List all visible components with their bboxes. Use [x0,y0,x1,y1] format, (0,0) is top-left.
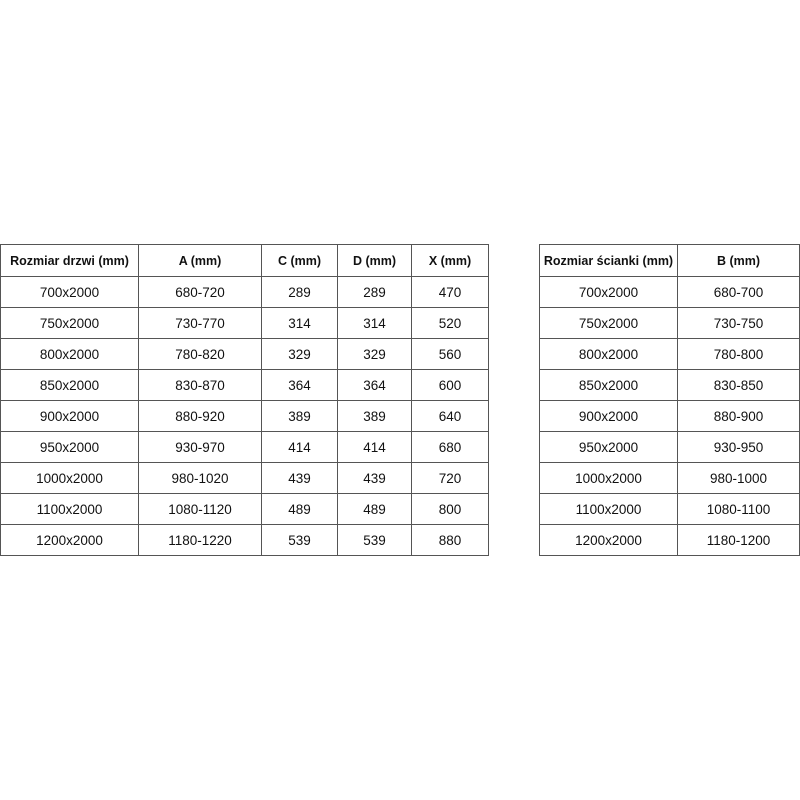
table-cell: 900x2000 [0,400,139,432]
column-header: X (mm) [411,244,489,277]
table-cell: 414 [337,431,412,463]
table-cell: 489 [261,493,338,525]
table-row: 700x2000 680-700 [539,276,800,308]
table-cell: 439 [261,462,338,494]
table-cell: 1100x2000 [539,493,678,525]
table-cell: 560 [411,338,489,370]
table-cell: 880 [411,524,489,556]
table-cell: 780-800 [677,338,800,370]
table-cell: 364 [261,369,338,401]
table-row: 950x2000 930-970 414 414 680 [0,431,489,463]
table-cell: 539 [337,524,412,556]
table-cell: 950x2000 [539,431,678,463]
table-cell: 680 [411,431,489,463]
table-cell: 730-770 [138,307,262,339]
table-cell: 680-720 [138,276,262,308]
table-cell: 800x2000 [539,338,678,370]
wall-table-body: 700x2000 680-700 750x2000 730-750 800x2000 78… [539,276,800,556]
table-row: 850x2000 830-850 [539,369,800,401]
table-cell: 640 [411,400,489,432]
table-row: 900x2000 880-920 389 389 640 [0,400,489,432]
table-cell: 980-1000 [677,462,800,494]
table-cell: 720 [411,462,489,494]
table-cell: 800 [411,493,489,525]
table-row: 1100x2000 1080-1120 489 489 800 [0,493,489,525]
column-header: A (mm) [138,244,262,277]
wall-table-header: Rozmiar ścianki (mm) B (mm) [539,244,800,277]
column-header: Rozmiar ścianki (mm) [539,244,678,277]
table-cell: 750x2000 [0,307,139,339]
table-cell: 850x2000 [0,369,139,401]
table-cell: 930-970 [138,431,262,463]
table-cell: 414 [261,431,338,463]
table-cell: 364 [337,369,412,401]
table-cell: 1180-1200 [677,524,800,556]
door-table-body: 700x2000 680-720 289 289 470 750x2000 730-770 3… [0,276,489,556]
table-row: 1200x2000 1180-1220 539 539 880 [0,524,489,556]
table-row: 800x2000 780-820 329 329 560 [0,338,489,370]
table-row: 1000x2000 980-1020 439 439 720 [0,462,489,494]
table-cell: 880-900 [677,400,800,432]
table-cell: 314 [337,307,412,339]
table-cell: 750x2000 [539,307,678,339]
table-cell: 700x2000 [539,276,678,308]
table-cell: 900x2000 [539,400,678,432]
table-cell: 980-1020 [138,462,262,494]
table-cell: 1000x2000 [539,462,678,494]
table-cell: 950x2000 [0,431,139,463]
table-cell: 1200x2000 [539,524,678,556]
column-header: Rozmiar drzwi (mm) [0,244,139,277]
table-cell: 520 [411,307,489,339]
table-row: 700x2000 680-720 289 289 470 [0,276,489,308]
table-cell: 1000x2000 [0,462,139,494]
table-cell: 389 [337,400,412,432]
table-row: 1200x2000 1180-1200 [539,524,800,556]
table-cell: 830-870 [138,369,262,401]
table-cell: 389 [261,400,338,432]
header-row: Rozmiar drzwi (mm) A (mm) C (mm) D (mm) X (m… [0,244,489,277]
header-row: Rozmiar ścianki (mm) B (mm) [539,244,800,277]
door-table-header: Rozmiar drzwi (mm) A (mm) C (mm) D (mm) X (m… [0,244,489,277]
table-cell: 680-700 [677,276,800,308]
table-cell: 329 [337,338,412,370]
table-cell: 439 [337,462,412,494]
table-row: 850x2000 830-870 364 364 600 [0,369,489,401]
table-row: 750x2000 730-770 314 314 520 [0,307,489,339]
table-cell: 880-920 [138,400,262,432]
column-header: D (mm) [337,244,412,277]
table-cell: 314 [261,307,338,339]
table-row: 1100x2000 1080-1100 [539,493,800,525]
table-cell: 1200x2000 [0,524,139,556]
table-cell: 1080-1120 [138,493,262,525]
table-cell: 470 [411,276,489,308]
table-row: 800x2000 780-800 [539,338,800,370]
table-cell: 930-950 [677,431,800,463]
table-cell: 600 [411,369,489,401]
table-cell: 730-750 [677,307,800,339]
table-cell: 289 [261,276,338,308]
table-cell: 830-850 [677,369,800,401]
wall-size-table: Rozmiar ścianki (mm) B (mm) 700x2000 680-7… [539,244,800,556]
table-cell: 539 [261,524,338,556]
column-header: C (mm) [261,244,338,277]
table-cell: 1100x2000 [0,493,139,525]
table-row: 900x2000 880-900 [539,400,800,432]
table-row: 1000x2000 980-1000 [539,462,800,494]
table-cell: 489 [337,493,412,525]
table-cell: 800x2000 [0,338,139,370]
table-cell: 289 [337,276,412,308]
table-cell: 1080-1100 [677,493,800,525]
table-row: 750x2000 730-750 [539,307,800,339]
door-size-table: Rozmiar drzwi (mm) A (mm) C (mm) D (mm) X (m… [0,244,489,556]
table-cell: 1180-1220 [138,524,262,556]
table-cell: 850x2000 [539,369,678,401]
column-header: B (mm) [677,244,800,277]
table-cell: 700x2000 [0,276,139,308]
table-cell: 329 [261,338,338,370]
table-cell: 780-820 [138,338,262,370]
table-row: 950x2000 930-950 [539,431,800,463]
